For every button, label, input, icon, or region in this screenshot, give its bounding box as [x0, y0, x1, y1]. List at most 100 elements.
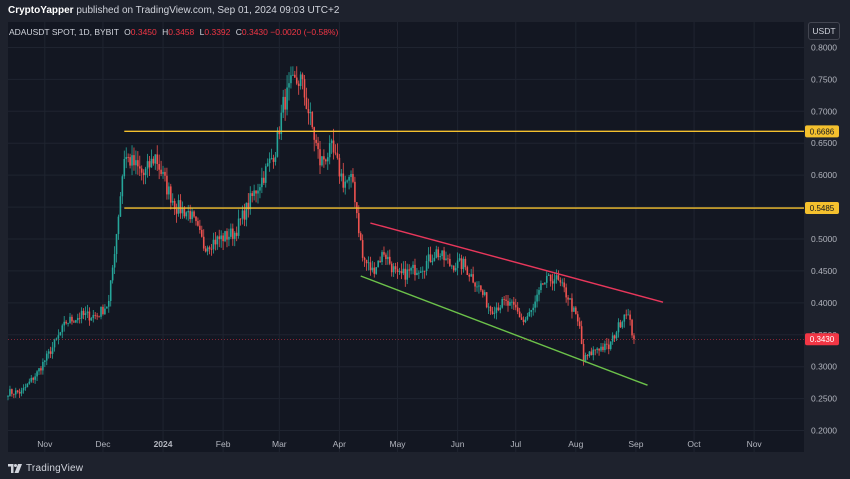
candle-body [290, 75, 292, 84]
candle-body [545, 275, 548, 283]
x-tick-label: Apr [333, 439, 346, 449]
candle-body [148, 161, 151, 168]
candle-body [9, 389, 11, 396]
candle-body [423, 270, 426, 272]
candle-body [131, 155, 133, 166]
candle-body [631, 319, 633, 336]
candle-body [561, 282, 564, 284]
candle-body [348, 176, 350, 181]
candle-body [162, 171, 164, 174]
price-axis[interactable]: 0.80000.75000.70000.65000.60000.55000.50… [811, 42, 837, 435]
candle-body [493, 312, 496, 314]
last-price-tag [805, 333, 839, 346]
candle-body [216, 236, 219, 245]
candle-body [367, 262, 370, 264]
candle-body [542, 283, 544, 285]
candle-body [483, 292, 486, 295]
candle-body [590, 351, 593, 356]
candle-body [435, 249, 438, 258]
candle-body [594, 349, 597, 351]
y-tick-label: 0.5000 [811, 234, 837, 244]
tradingview-brand[interactable]: TradingView [26, 462, 84, 474]
candle-body [63, 321, 66, 326]
candle-body [76, 317, 79, 321]
candle-body [563, 282, 566, 288]
candle-body [160, 169, 162, 174]
candle-body [309, 112, 312, 114]
candle-body [102, 306, 104, 315]
candle-body [470, 274, 472, 277]
candle-body [410, 268, 412, 271]
candle-body [544, 282, 546, 285]
close-label: C [235, 27, 242, 37]
candle-body [398, 271, 401, 273]
symbol-title[interactable]: ADAUSDT SPOT, 1D, BYBIT [9, 27, 119, 37]
candle-body [514, 304, 517, 308]
candle-body [325, 159, 327, 162]
candle-body [88, 311, 91, 321]
candle-body [14, 390, 17, 395]
candle-body [518, 311, 521, 318]
candle-body [404, 268, 407, 280]
candle-body [295, 77, 298, 84]
candle-body [342, 173, 345, 188]
candle-body [206, 247, 209, 252]
currency-button[interactable]: USDT [808, 22, 840, 40]
candle-body [491, 311, 494, 314]
candle-body [158, 164, 160, 170]
candle-body [400, 271, 403, 274]
candle-body [607, 344, 610, 350]
candle-body [627, 314, 629, 316]
candle-body [185, 212, 188, 217]
candle-body [447, 258, 449, 260]
candle-body [476, 286, 478, 288]
candle-body [421, 270, 424, 272]
candle-body [220, 235, 222, 240]
candle-body [288, 83, 290, 88]
trendline-lower[interactable] [360, 275, 648, 386]
candle-body [445, 258, 447, 261]
last-price-text: 0.3430 [810, 335, 835, 344]
candle-body [507, 300, 509, 306]
candle-body [466, 267, 469, 276]
candle-body [121, 176, 124, 197]
candle-body [307, 109, 310, 114]
close-value: 0.3430 [241, 27, 268, 37]
candle-body [24, 387, 27, 388]
time-axis[interactable]: Nov Dec 2024 Feb Mar Apr May Jun Jul Aug Sep Oct Nov [37, 439, 762, 449]
candle-body [427, 254, 430, 262]
candle-body [625, 314, 628, 316]
candle-body [183, 207, 186, 217]
trendline-upper[interactable] [370, 222, 664, 303]
candle-body [104, 308, 106, 315]
candle-body [268, 158, 271, 164]
candle-body [524, 319, 527, 323]
candle-body [394, 266, 397, 270]
candle-body [166, 175, 168, 195]
candle-body [592, 349, 595, 356]
candles-layer [7, 66, 635, 401]
plot-area-background [8, 22, 804, 452]
candle-body [526, 316, 529, 320]
candle-body [578, 321, 581, 327]
candle-body [365, 259, 368, 264]
candle-body [576, 314, 579, 322]
candle-body [598, 348, 600, 351]
candle-body [379, 260, 381, 262]
candle-body [106, 306, 108, 309]
candle-body [604, 343, 606, 351]
candle-body [140, 168, 143, 173]
candle-body [49, 351, 52, 354]
candle-body [328, 143, 331, 158]
candle-body [458, 258, 461, 261]
candle-body [107, 300, 110, 307]
candle-body [375, 267, 378, 274]
candle-body [449, 258, 451, 266]
candle-body [633, 335, 635, 340]
author-name[interactable]: CryptoYapper [8, 5, 74, 16]
y-tick-label: 0.2500 [811, 394, 837, 404]
candle-body [487, 306, 490, 308]
candle-body [38, 368, 40, 372]
candle-body [26, 383, 29, 388]
